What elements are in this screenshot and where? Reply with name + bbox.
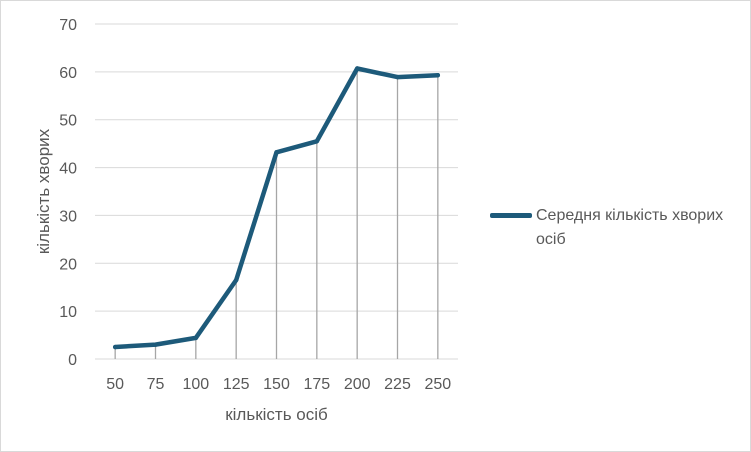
data-point-175	[314, 139, 320, 144]
x-tick-label-175: 175	[303, 376, 330, 393]
data-point-150	[274, 150, 279, 155]
y-tick-label-0: 0	[68, 352, 77, 369]
data-point-200	[354, 66, 360, 71]
data-point-50	[112, 344, 118, 350]
drop-lines	[114, 68, 439, 359]
y-tick-label-10: 10	[59, 304, 77, 321]
x-tick-label-100: 100	[182, 376, 209, 393]
x-axis-title: кількість осіб	[225, 405, 328, 424]
y-tick-label-20: 20	[59, 256, 77, 273]
x-tick-label-250: 250	[424, 376, 451, 393]
y-axis-title: кількість хворих	[34, 128, 53, 254]
data-point-125	[233, 277, 239, 283]
series-group	[112, 66, 441, 350]
y-tick-label-50: 50	[59, 113, 77, 130]
data-point-250	[435, 73, 441, 78]
y-tick-label-40: 40	[59, 161, 77, 178]
x-tick-label-125: 125	[223, 376, 250, 393]
legend-swatch	[490, 213, 532, 218]
x-tick-label-200: 200	[344, 376, 371, 393]
y-axis-ticks: 0 10 20 30 40 50 60 70	[59, 17, 77, 369]
legend-label: Середня кількість хворих осіб	[536, 207, 724, 248]
data-point-100	[193, 335, 199, 341]
x-tick-label-225: 225	[384, 376, 411, 393]
x-tick-label-50: 50	[106, 376, 124, 393]
y-tick-label-30: 30	[59, 208, 77, 225]
x-tick-label-75: 75	[147, 376, 165, 393]
data-point-75	[153, 342, 158, 347]
y-tick-label-70: 70	[59, 17, 77, 34]
x-tick-label-150: 150	[263, 376, 290, 393]
x-axis-ticks: 50 75 100 125 150 175 200 225 250	[106, 376, 451, 393]
legend: Середня кількість хворих осіб	[490, 204, 740, 252]
data-point-225	[395, 74, 400, 80]
y-tick-label-60: 60	[59, 65, 77, 82]
